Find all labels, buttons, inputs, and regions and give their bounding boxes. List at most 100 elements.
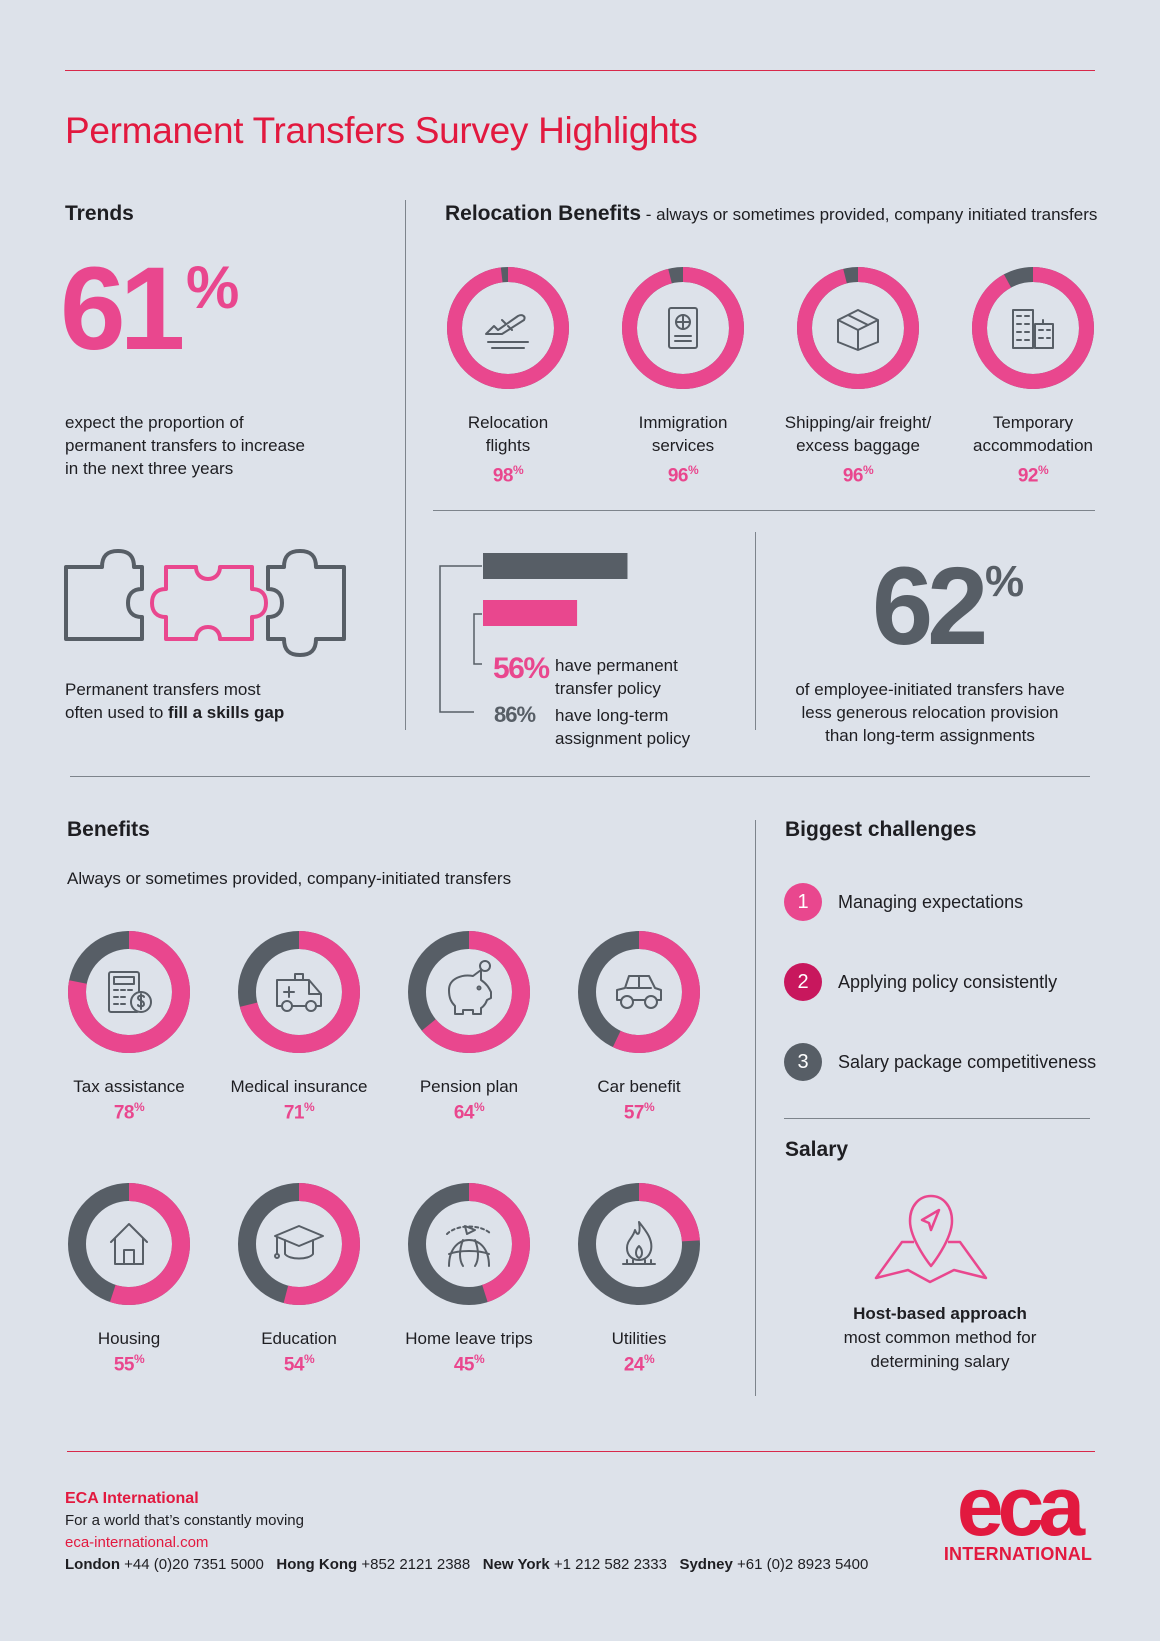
footer-tagline: For a world that’s constantly moving [65, 1512, 304, 1529]
benefit-value-unit: % [303, 1352, 315, 1366]
benefit-donut-value-arc [578, 1183, 700, 1305]
map-pin-icon [874, 1194, 988, 1284]
policy-bar-long-term [483, 553, 628, 579]
trends-desc-line: permanent transfers to increase [65, 436, 306, 455]
benefit-value: 71% [239, 1100, 359, 1124]
globe-plane-icon [446, 1225, 492, 1267]
trends-desc-line: in the next three years [65, 459, 234, 478]
benefit-label: Pension plan [419, 1077, 519, 1096]
benefit-value-number: 78 [113, 1102, 135, 1124]
office-city: New York [482, 1556, 550, 1573]
benefit-value: 54% [239, 1352, 359, 1376]
salary-heading: Salary [785, 1138, 849, 1161]
trends-description: expect the proportion of permanent trans… [65, 411, 305, 480]
challenge-text: Managing expectations [838, 892, 1024, 912]
relocation-value-number: 96 [842, 465, 864, 487]
challenge-number-badge: 2 [784, 963, 822, 1001]
employee-desc-line: of employee-initiated transfers have [795, 680, 1065, 699]
relocation-label: Immigration services [583, 411, 783, 457]
relocation-heading-row: Relocation Benefits - always or sometime… [445, 202, 1097, 226]
relocation-label-line: flights [485, 436, 531, 455]
office-phone: +852 2121 2388 [361, 1556, 471, 1573]
benefit-value: 78% [69, 1100, 189, 1124]
relocation-donut-value-arc [622, 267, 744, 389]
airplane-takeoff-icon [485, 314, 529, 349]
relocation-donut [972, 267, 1094, 389]
car-icon [616, 975, 662, 1009]
piggy-bank-icon [448, 960, 492, 1015]
relocation-label-line: Shipping/air freight/ [784, 413, 932, 432]
salary-line: determining salary [870, 1352, 1010, 1371]
relocation-value-number: 98 [492, 465, 514, 487]
office-city: Sydney [679, 1556, 733, 1573]
relocation-value-number: 92 [1017, 465, 1039, 487]
relocation-bottom-rule [433, 510, 1095, 511]
benefit-donut [578, 1183, 700, 1305]
challenge-text: Applying policy consistently [838, 972, 1058, 992]
relocation-label-line: accommodation [972, 436, 1093, 455]
office-phone: +44 (0)20 7351 5000 [124, 1556, 264, 1573]
policy-grey-label-line: have long-term [555, 706, 669, 725]
benefit-label: Housing [97, 1329, 161, 1348]
challenges-rule [784, 1118, 1090, 1119]
footer-url-link[interactable]: eca-international.com [65, 1534, 209, 1551]
employee-desc-line: less generous relocation provision [801, 703, 1059, 722]
relocation-value-unit: % [687, 463, 699, 477]
office-city: Hong Kong [276, 1556, 358, 1573]
policy-grey-label: have long-term assignment policy [555, 704, 690, 750]
puzzle-caption: Permanent transfers most often used to f… [65, 678, 284, 724]
footer-company: ECA International [65, 1490, 199, 1507]
benefit-donut [408, 1183, 530, 1305]
puzzle-caption-pre: often used to [65, 703, 169, 722]
puzzle-caption-line2: often used to fill a skills gap [65, 701, 284, 724]
challenge-text: Salary package competitiveness [838, 1052, 1097, 1072]
trends-desc-line: expect the proportion of [65, 413, 244, 432]
benefit-value-number: 54 [283, 1354, 305, 1376]
relocation-label-line: Temporary [992, 413, 1074, 432]
relocation-value-number: 96 [667, 465, 689, 487]
buildings-icon [1012, 309, 1054, 349]
relocation-label-line: Immigration [638, 413, 728, 432]
relocation-heading: Relocation Benefits [445, 202, 642, 225]
employee-description: of employee-initiated transfers have les… [770, 678, 1090, 747]
relocation-value-unit: % [862, 463, 874, 477]
relocation-value: 96% [623, 463, 743, 487]
salary-line: most common method for [843, 1328, 1037, 1347]
benefit-donut [238, 1183, 360, 1305]
benefit-label: Home leave trips [405, 1329, 533, 1348]
relocation-label-line: Relocation [467, 413, 549, 432]
benefit-donut-value-arc [238, 1183, 360, 1305]
benefit-value: 55% [69, 1352, 189, 1376]
relocation-label-line: services [651, 436, 715, 455]
office-city: London [65, 1556, 120, 1573]
policy-pink-value: 56% [493, 652, 550, 685]
box-icon [837, 309, 879, 351]
benefit-value-number: 45 [453, 1354, 475, 1376]
benefit-donut-value-arc [408, 931, 530, 1053]
relocation-donut [622, 267, 744, 389]
benefit-value-unit: % [303, 1100, 315, 1114]
benefit-value: 57% [579, 1100, 699, 1124]
flame-icon [622, 1221, 656, 1265]
benefit-label: Education [261, 1329, 337, 1348]
mid-rule [70, 776, 1090, 777]
policy-pink-connector [473, 613, 482, 665]
trends-big-unit: % [186, 254, 240, 321]
benefit-label: Utilities [611, 1329, 667, 1348]
benefit-donut-value-arc [238, 931, 360, 1053]
benefit-label: Medical insurance [230, 1077, 368, 1096]
benefit-donut-value-arc [68, 1183, 190, 1305]
eca-logo-sub: INTERNATIONAL [943, 1544, 1093, 1564]
benefit-donut [68, 1183, 190, 1305]
house-icon [110, 1223, 148, 1265]
relocation-value: 98% [448, 463, 568, 487]
benefits-heading: Benefits [67, 818, 150, 841]
relocation-label-line: excess baggage [796, 436, 920, 455]
policy-grey-label-line: assignment policy [555, 729, 691, 748]
relocation-value-unit: % [512, 463, 524, 477]
benefits-subheading: Always or sometimes provided, company-in… [67, 869, 512, 888]
calculator-icon [108, 971, 152, 1013]
benefit-donut [578, 931, 700, 1053]
benefit-donut-value-arc [408, 1183, 530, 1305]
benefit-value-unit: % [643, 1100, 655, 1114]
